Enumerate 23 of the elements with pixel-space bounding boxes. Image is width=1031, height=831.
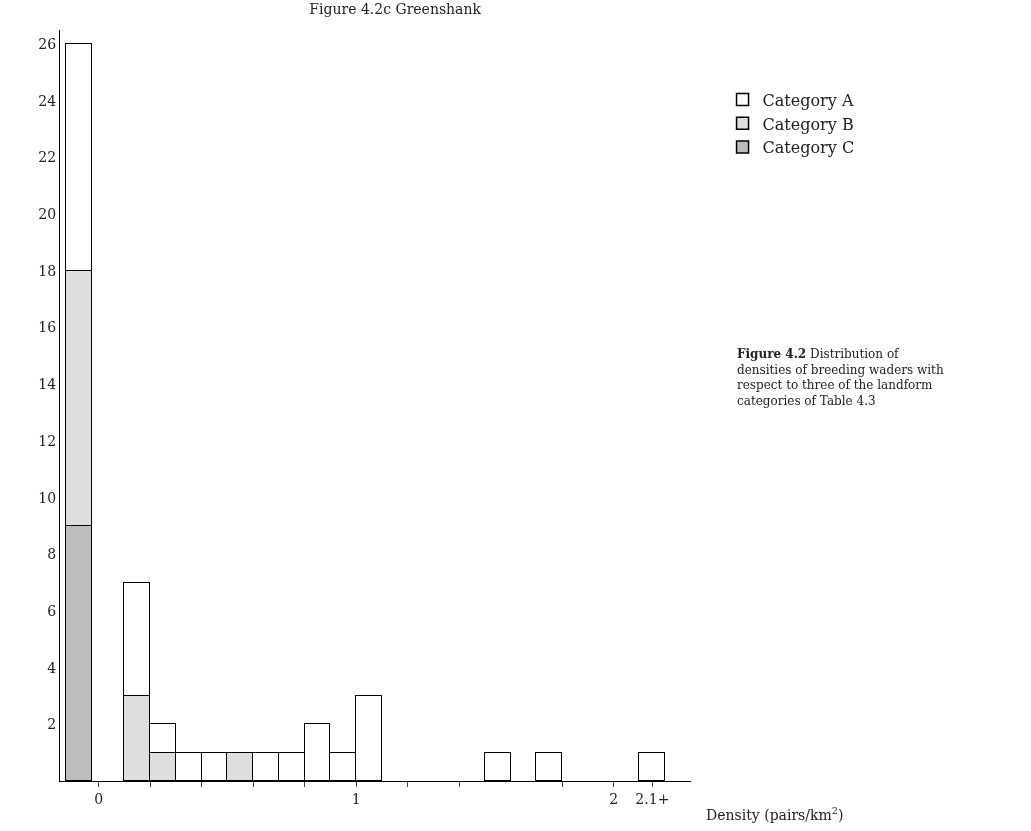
y-tick-label: 10 [38, 489, 57, 506]
x-tick-label: 2 [609, 790, 619, 807]
y-tick-label: 6 [47, 602, 57, 619]
x-axis-title: Density (pairs/km$^{2}$) [706, 805, 844, 823]
y-tick-label: 24 [38, 92, 57, 109]
legend-label: Category A [762, 90, 854, 110]
y-tick-label: 26 [38, 36, 57, 53]
y-tick-label: 8 [47, 546, 57, 563]
y-tick-label: 12 [38, 432, 57, 449]
y-tick-label: 18 [38, 262, 57, 279]
y-tick-label: 2 [47, 716, 57, 733]
y-tick-label: 22 [38, 149, 57, 166]
legend-label: Category C [762, 138, 855, 158]
x-tick-label: 2.1+ [635, 790, 670, 807]
y-tick-label: 16 [38, 319, 57, 336]
y-tick-label: 4 [47, 659, 57, 676]
x-tick-label: 1 [351, 790, 361, 807]
legend-label: Category B [762, 114, 854, 134]
text: Figure 4.2 Distribution of densities of breeding waders with respect to three of the landform categories of Table 4.3 [737, 347, 944, 408]
y-tick-label: 14 [38, 376, 57, 393]
y-tick-label: 20 [38, 206, 57, 223]
chart-title: Figure 4.2c Greenshank [309, 0, 482, 17]
x-tick-label: 0 [94, 790, 104, 807]
